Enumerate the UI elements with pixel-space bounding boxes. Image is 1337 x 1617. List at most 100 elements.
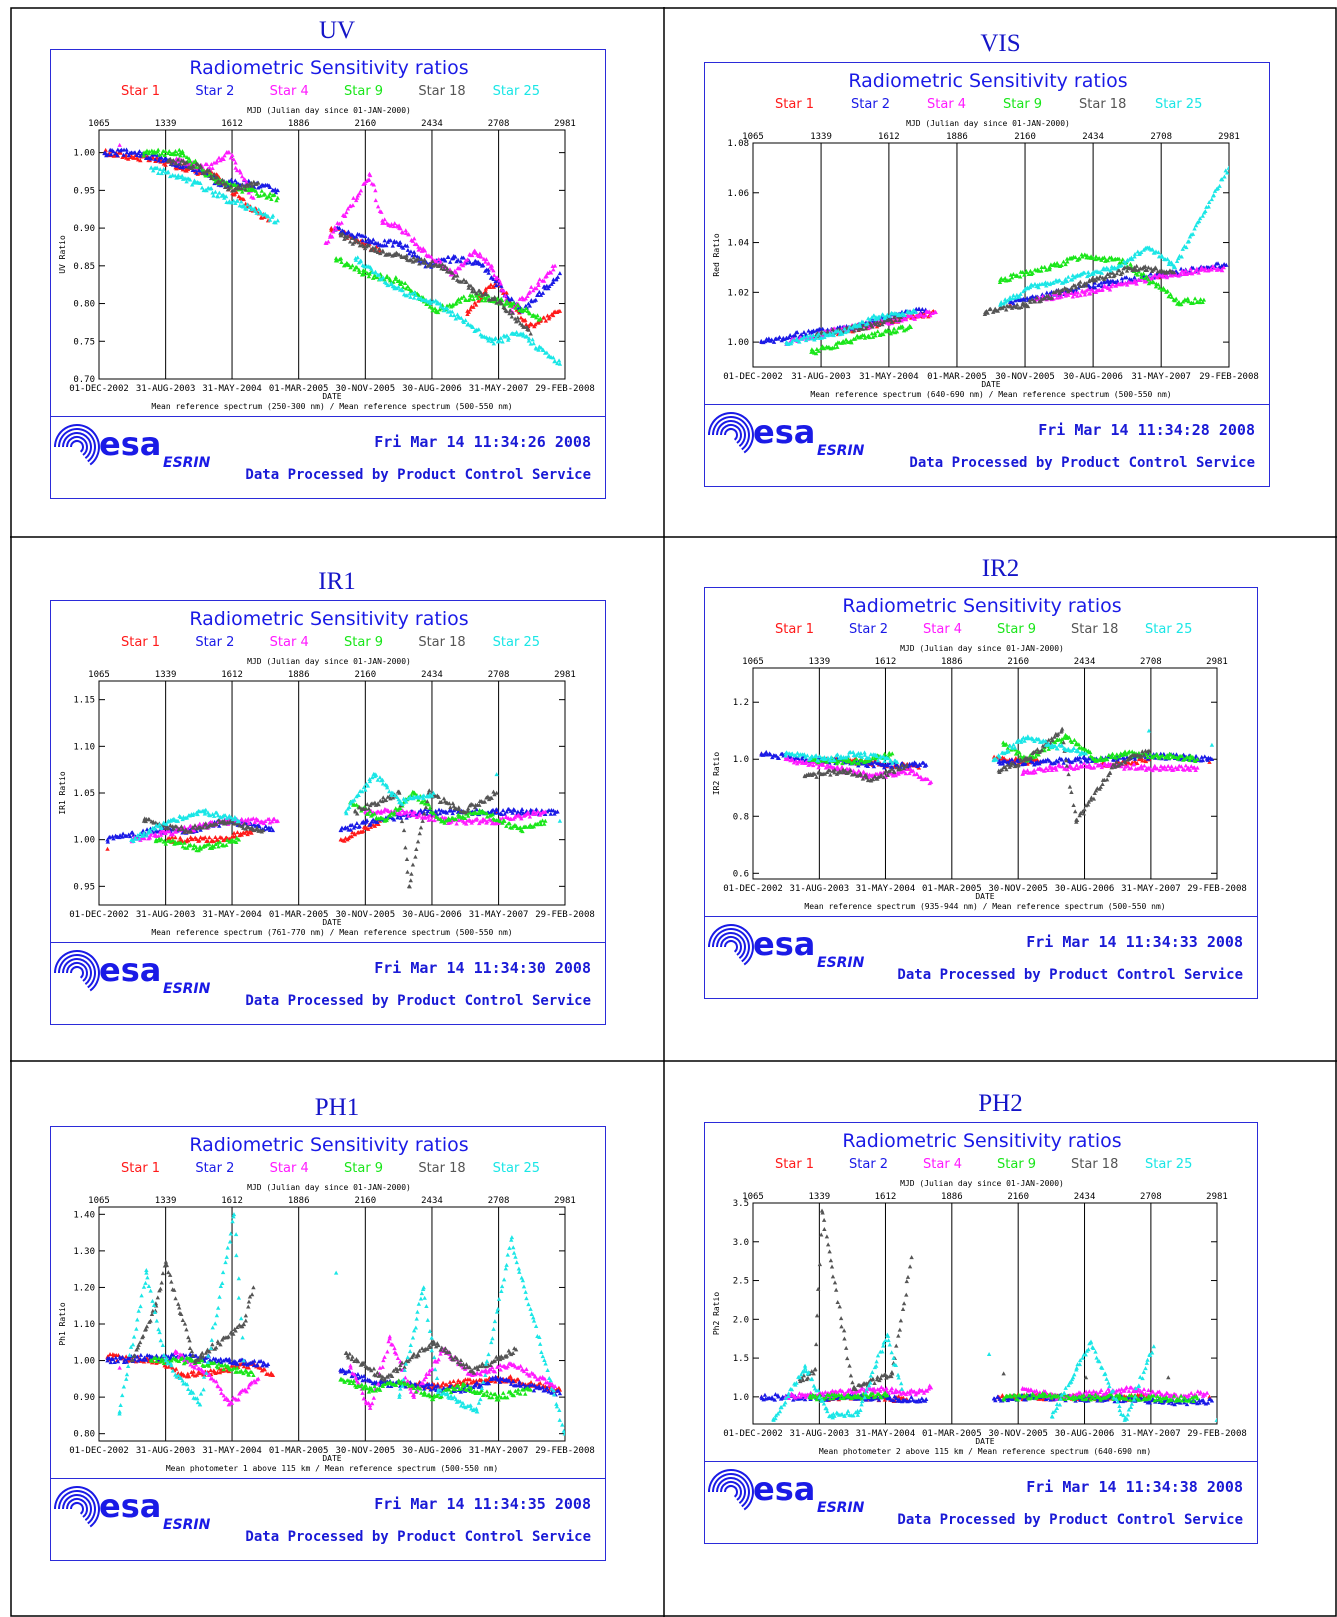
data-point: [1088, 754, 1093, 759]
data-point: [329, 225, 334, 230]
data-point: [523, 322, 529, 327]
data-point: [153, 837, 159, 842]
data-point: [1224, 262, 1229, 267]
data-point: [1192, 226, 1197, 231]
x-tick-label: 30-AUG-2006: [1063, 372, 1123, 382]
data-point: [1023, 761, 1028, 766]
data-point: [256, 207, 261, 212]
data-point: [1146, 765, 1152, 770]
data-point: [412, 236, 417, 241]
data-point: [913, 310, 918, 315]
data-point: [1019, 304, 1024, 309]
data-point: [1092, 277, 1097, 282]
data-point: [117, 142, 122, 147]
data-point: [215, 813, 221, 818]
data-point: [1064, 278, 1070, 283]
data-point: [269, 819, 275, 824]
data-point: [1151, 267, 1156, 272]
data-point: [1066, 274, 1071, 279]
data-point: [428, 298, 433, 303]
data-point: [226, 185, 232, 190]
data-point: [188, 842, 193, 847]
data-point: [916, 313, 921, 318]
data-point: [453, 817, 458, 822]
data-point: [535, 292, 541, 297]
data-point: [846, 327, 851, 332]
data-point: [881, 313, 886, 318]
data-point: [1036, 752, 1041, 757]
data-point: [190, 837, 195, 842]
legend-item: Star 2: [849, 622, 888, 637]
data-point: [504, 809, 509, 814]
data-point: [365, 811, 371, 816]
data-point: [137, 149, 142, 154]
data-point: [759, 339, 764, 344]
data-point: [1113, 755, 1119, 760]
data-point: [535, 821, 540, 826]
data-point: [1106, 267, 1111, 272]
data-layer: [759, 726, 1215, 824]
data-point: [186, 838, 191, 843]
data-point: [141, 153, 146, 158]
data-point: [163, 148, 168, 153]
data-point: [382, 217, 387, 222]
data-point: [523, 296, 528, 301]
data-point: [1059, 263, 1064, 268]
data-point: [825, 329, 830, 334]
data-point: [917, 762, 923, 767]
data-point: [404, 799, 409, 804]
data-point: [349, 834, 354, 839]
data-point: [458, 299, 463, 304]
y-axis-label: UV Ratio: [58, 235, 67, 274]
data-point: [1144, 274, 1149, 279]
data-point: [544, 273, 549, 278]
data-point: [448, 805, 453, 810]
data-point: [115, 147, 121, 152]
data-point: [1138, 250, 1144, 255]
data-point: [928, 779, 934, 784]
data-point: [1082, 252, 1087, 257]
data-point: [1151, 280, 1156, 285]
data-point: [543, 809, 548, 814]
data-point: [555, 809, 560, 814]
data-point: [391, 812, 397, 817]
data-point: [827, 332, 833, 337]
data-point: [450, 309, 455, 314]
data-point: [536, 283, 541, 288]
data-point: [1047, 267, 1052, 272]
data-point: [842, 324, 847, 329]
data-point: [497, 338, 502, 343]
data-point: [892, 770, 897, 775]
data-point: [222, 837, 227, 842]
data-point: [437, 811, 443, 816]
data-point: [847, 759, 853, 764]
data-point: [180, 165, 186, 170]
data-point: [438, 263, 443, 268]
data-point: [273, 190, 279, 195]
data-point: [264, 195, 269, 200]
logo-swirl: [58, 428, 96, 463]
data-point: [524, 334, 529, 339]
data-point: [360, 828, 366, 833]
data-point: [239, 199, 244, 204]
data-point: [1127, 749, 1132, 754]
data-point: [1169, 764, 1174, 769]
cell-title: IR2: [981, 555, 1020, 582]
data-point: [191, 828, 197, 833]
data-point: [526, 327, 531, 332]
data-point: [502, 811, 507, 816]
data-point: [333, 226, 339, 231]
data-point: [1102, 761, 1108, 766]
data-point: [457, 266, 463, 271]
logo-swirl: [62, 958, 92, 985]
data-point: [494, 772, 499, 777]
legend-item: Star 4: [270, 635, 309, 650]
logo-subtext: ESRIN: [163, 455, 211, 471]
data-point: [1060, 287, 1065, 292]
data-point: [431, 790, 436, 795]
data-point: [870, 324, 875, 329]
data-point: [515, 315, 520, 320]
data-point: [1184, 245, 1189, 250]
data-point: [1148, 271, 1153, 276]
data-point: [1176, 256, 1181, 261]
